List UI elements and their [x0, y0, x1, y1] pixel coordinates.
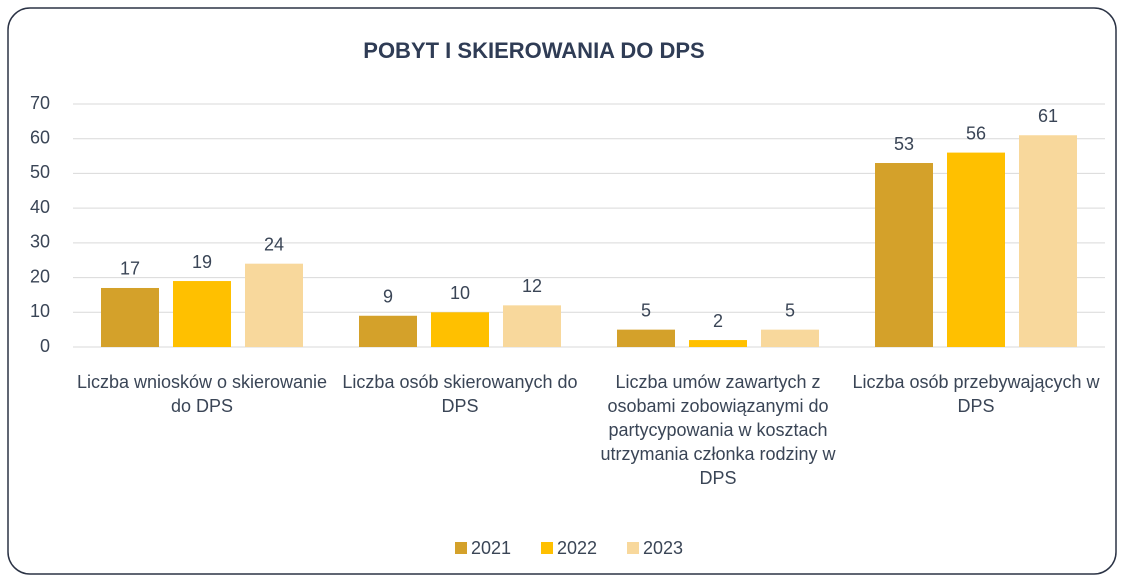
legend-swatch — [627, 542, 639, 554]
y-tick-label: 50 — [30, 162, 50, 182]
data-label: 12 — [522, 276, 542, 296]
y-tick-label: 20 — [30, 266, 50, 286]
bar — [1019, 135, 1077, 347]
bar — [101, 287, 159, 347]
data-label: 2 — [713, 311, 723, 331]
legend-label: 2022 — [557, 538, 597, 558]
data-label: 5 — [785, 300, 795, 320]
x-tick-label: Liczba osób przebywających w DPS — [852, 372, 1100, 416]
x-tick-label: Liczba umów zawartych z osobami zobowiąz… — [600, 372, 836, 488]
y-tick-label: 10 — [30, 301, 50, 321]
x-tick-label: Liczba wniosków o skierowanie do DPS — [76, 372, 328, 416]
bar — [431, 312, 489, 347]
y-tick-label: 0 — [40, 336, 50, 356]
legend-swatch — [541, 542, 553, 554]
data-label: 17 — [120, 259, 140, 279]
data-label: 24 — [264, 234, 284, 254]
bar — [761, 329, 819, 347]
data-label: 61 — [1038, 106, 1058, 126]
frame — [7, 7, 1117, 575]
data-label: 10 — [450, 283, 470, 303]
bar — [947, 152, 1005, 347]
bar — [173, 281, 231, 347]
y-tick-label: 70 — [30, 93, 50, 113]
bar — [503, 305, 561, 347]
bar — [617, 329, 675, 347]
bar — [875, 163, 933, 347]
y-tick-label: 40 — [30, 197, 50, 217]
data-label: 53 — [894, 134, 914, 154]
legend-label: 2021 — [471, 538, 511, 558]
data-label: 9 — [383, 287, 393, 307]
y-tick-label: 60 — [30, 127, 50, 147]
legend-label: 2023 — [643, 538, 683, 558]
y-tick-label: 30 — [30, 232, 50, 252]
bar — [689, 340, 747, 347]
bar — [359, 315, 417, 347]
x-tick-label: Liczba osób skierowanych do DPS — [342, 372, 578, 416]
data-label: 5 — [641, 300, 651, 320]
bar — [245, 263, 303, 347]
data-label: 56 — [966, 123, 986, 143]
chart-title: POBYT I SKIEROWANIA DO DPS — [363, 38, 704, 63]
data-label: 19 — [192, 252, 212, 272]
legend-swatch — [455, 542, 467, 554]
